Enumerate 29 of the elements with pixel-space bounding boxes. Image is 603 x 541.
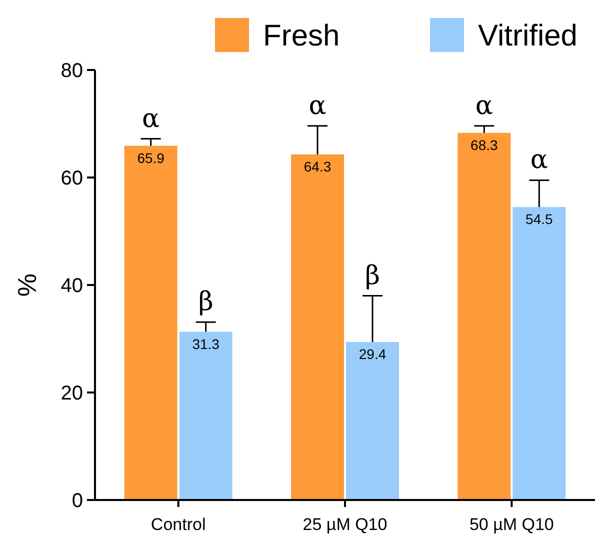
data-label: 54.5 bbox=[526, 211, 554, 228]
annotation: α bbox=[142, 104, 160, 134]
data-label: 29.4 bbox=[358, 346, 386, 362]
bar bbox=[291, 154, 344, 500]
data-label: 68.3 bbox=[470, 136, 498, 153]
y-tick-label: 40 bbox=[60, 275, 83, 297]
legend-label: Fresh bbox=[263, 20, 340, 52]
annotation: α bbox=[308, 90, 326, 121]
bar bbox=[346, 342, 399, 500]
legend-label: Vitrified bbox=[478, 20, 578, 52]
annotation: α bbox=[530, 145, 548, 176]
x-tick-label: 50 µM Q10 bbox=[469, 515, 554, 534]
data-label: 65.9 bbox=[137, 150, 165, 166]
bar bbox=[458, 132, 511, 500]
annotation: β bbox=[198, 287, 214, 318]
bar bbox=[179, 332, 232, 500]
data-label: 64.3 bbox=[304, 158, 332, 174]
annotation: β bbox=[364, 260, 380, 291]
y-axis-title: % bbox=[12, 273, 42, 297]
y-tick-label: 20 bbox=[60, 382, 83, 404]
bar bbox=[512, 207, 566, 500]
x-tick-label: 25 µM Q10 bbox=[302, 515, 388, 534]
data-label: 31.3 bbox=[192, 336, 220, 352]
y-tick-label: 0 bbox=[72, 490, 83, 512]
y-tick-label: 60 bbox=[60, 168, 83, 190]
y-tick-label: 80 bbox=[60, 60, 83, 82]
annotation: α bbox=[475, 90, 493, 121]
x-tick-label: Control bbox=[150, 515, 206, 534]
bar bbox=[124, 146, 178, 500]
